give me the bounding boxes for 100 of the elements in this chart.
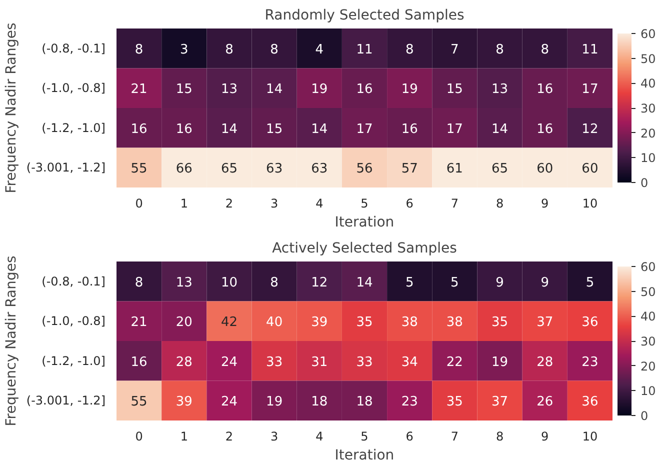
data-label: 37 bbox=[492, 394, 508, 410]
x-tick-label: 6 bbox=[406, 430, 414, 444]
x-tick-label: 10 bbox=[582, 430, 598, 444]
y-tick-label: (-3.001, -1.2] bbox=[26, 160, 106, 175]
x-tick-label: 0 bbox=[135, 430, 143, 444]
data-label: 13 bbox=[220, 82, 238, 98]
color-bar-label: 0 bbox=[640, 409, 648, 423]
data-label: 60 bbox=[536, 162, 554, 177]
data-label: 12 bbox=[582, 122, 598, 137]
color-bar-label: 0 bbox=[640, 176, 648, 190]
data-label: 55 bbox=[130, 394, 148, 410]
data-label: 9 bbox=[496, 275, 504, 290]
color-bar-label: 20 bbox=[640, 359, 656, 374]
data-label: 14 bbox=[356, 275, 373, 290]
y-tick-label: (-1.2, -1.0] bbox=[42, 120, 106, 135]
data-label: 65 bbox=[492, 162, 508, 177]
data-label: 10 bbox=[220, 275, 238, 290]
data-label: 36 bbox=[582, 315, 598, 330]
data-label: 8 bbox=[134, 42, 144, 58]
data-label: 7 bbox=[450, 42, 459, 58]
data-label: 14 bbox=[266, 82, 283, 98]
y-tick-label: (-1.0, -0.8] bbox=[42, 81, 106, 96]
data-label: 16 bbox=[536, 122, 554, 137]
data-label: 56 bbox=[356, 162, 373, 177]
color-bar-label: 50 bbox=[640, 284, 656, 299]
data-label: 18 bbox=[356, 394, 373, 410]
data-label: 5 bbox=[405, 275, 414, 290]
data-label: 5 bbox=[450, 275, 459, 290]
data-label: 23 bbox=[401, 394, 418, 410]
data-label: 3 bbox=[180, 42, 188, 58]
x-tick-label: 9 bbox=[541, 196, 549, 210]
x-tick-label: 4 bbox=[316, 196, 324, 210]
data-label: 55 bbox=[130, 162, 148, 177]
data-label: 61 bbox=[446, 162, 463, 177]
chart-title: Randomly Selected Samples bbox=[264, 8, 464, 24]
data-label: 5 bbox=[586, 275, 594, 290]
data-label: 8 bbox=[270, 275, 278, 290]
data-label: 20 bbox=[176, 315, 192, 330]
data-label: 16 bbox=[130, 354, 148, 370]
x-tick-label: 5 bbox=[360, 196, 368, 210]
data-label: 17 bbox=[446, 122, 463, 137]
x-tick-label: 2 bbox=[225, 196, 234, 210]
data-label: 63 bbox=[311, 162, 328, 177]
data-label: 11 bbox=[356, 42, 373, 58]
data-label: 12 bbox=[311, 275, 328, 290]
color-bar-label: 30 bbox=[640, 334, 656, 348]
data-label: 35 bbox=[492, 315, 508, 330]
data-label: 39 bbox=[311, 315, 328, 330]
data-label: 22 bbox=[446, 354, 463, 370]
data-label: 35 bbox=[446, 394, 463, 410]
x-tick-label: 8 bbox=[496, 430, 504, 444]
x-tick-label: 1 bbox=[180, 196, 188, 210]
data-label: 14 bbox=[220, 122, 238, 137]
color-bar-label: 50 bbox=[640, 52, 656, 66]
data-label: 34 bbox=[401, 354, 418, 370]
data-label: 31 bbox=[311, 354, 328, 370]
data-label: 8 bbox=[225, 42, 234, 58]
data-label: 16 bbox=[356, 82, 373, 98]
y-tick-label: (-0.8, -0.1] bbox=[42, 274, 106, 288]
data-label: 17 bbox=[582, 82, 598, 98]
color-bar-label: 30 bbox=[640, 102, 656, 116]
data-label: 18 bbox=[311, 394, 328, 410]
data-label: 28 bbox=[176, 354, 192, 370]
data-label: 15 bbox=[446, 82, 463, 98]
data-label: 40 bbox=[266, 315, 283, 330]
data-label: 17 bbox=[356, 122, 373, 137]
data-label: 8 bbox=[540, 42, 550, 58]
data-label: 13 bbox=[176, 275, 192, 290]
data-label: 24 bbox=[220, 394, 238, 410]
data-label: 11 bbox=[582, 42, 598, 58]
color-bar-label: 40 bbox=[640, 76, 656, 91]
x-tick-label: 7 bbox=[450, 196, 459, 210]
data-label: 8 bbox=[270, 42, 278, 58]
data-label: 23 bbox=[582, 354, 598, 370]
data-label: 21 bbox=[130, 315, 148, 330]
data-label: 19 bbox=[401, 82, 418, 98]
data-label: 14 bbox=[492, 122, 508, 137]
data-label: 26 bbox=[536, 394, 554, 410]
data-label: 19 bbox=[266, 394, 283, 410]
x-axis-title: Iteration bbox=[334, 448, 394, 464]
x-tick-label: 7 bbox=[450, 430, 459, 444]
y-tick-label: (-1.0, -0.8] bbox=[42, 314, 106, 328]
data-label: 19 bbox=[311, 82, 328, 98]
data-label: 63 bbox=[266, 162, 283, 177]
data-label: 33 bbox=[266, 354, 283, 370]
data-label: 15 bbox=[266, 122, 283, 137]
data-label: 21 bbox=[130, 82, 148, 98]
data-label: 28 bbox=[536, 354, 554, 370]
x-tick-label: 4 bbox=[316, 430, 324, 444]
data-label: 38 bbox=[401, 315, 418, 330]
x-tick-label: 10 bbox=[582, 196, 598, 210]
data-label: 60 bbox=[582, 162, 598, 177]
data-label: 33 bbox=[356, 354, 373, 370]
y-axis-title: Frequency Nadir Ranges bbox=[3, 256, 20, 426]
color-bar-label: 20 bbox=[640, 126, 656, 140]
color-bar-label: 60 bbox=[640, 260, 656, 274]
data-label: 8 bbox=[496, 42, 504, 58]
data-label: 8 bbox=[405, 42, 414, 58]
x-tick-label: 1 bbox=[180, 430, 188, 444]
color-bar-label: 10 bbox=[640, 151, 656, 166]
